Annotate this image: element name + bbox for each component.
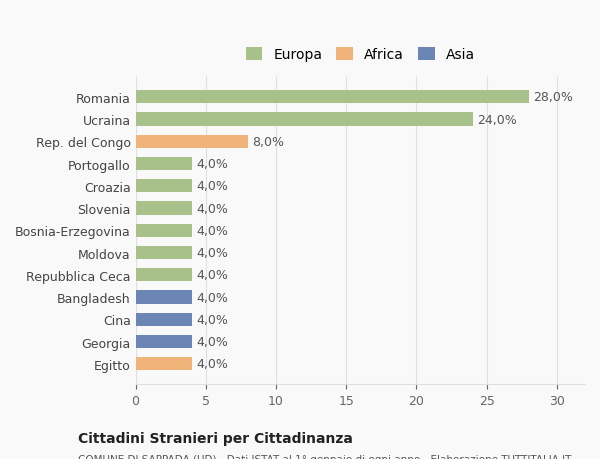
Text: 24,0%: 24,0% xyxy=(477,113,517,126)
Bar xyxy=(136,202,192,215)
Bar xyxy=(136,113,473,126)
Bar xyxy=(136,157,192,171)
Text: 4,0%: 4,0% xyxy=(196,291,228,304)
Text: COMUNE DI SAPPADA (UD) - Dati ISTAT al 1° gennaio di ogni anno - Elaborazione TU: COMUNE DI SAPPADA (UD) - Dati ISTAT al 1… xyxy=(78,453,571,459)
Text: 4,0%: 4,0% xyxy=(196,180,228,193)
Bar xyxy=(136,135,248,149)
Text: 28,0%: 28,0% xyxy=(533,91,573,104)
Bar xyxy=(136,313,192,326)
Text: 4,0%: 4,0% xyxy=(196,336,228,348)
Text: 4,0%: 4,0% xyxy=(196,269,228,282)
Text: 4,0%: 4,0% xyxy=(196,158,228,171)
Bar xyxy=(136,91,529,104)
Text: 4,0%: 4,0% xyxy=(196,313,228,326)
Text: 8,0%: 8,0% xyxy=(252,135,284,148)
Bar xyxy=(136,335,192,348)
Bar xyxy=(136,180,192,193)
Text: 4,0%: 4,0% xyxy=(196,358,228,370)
Bar xyxy=(136,358,192,371)
Text: 4,0%: 4,0% xyxy=(196,246,228,259)
Bar xyxy=(136,291,192,304)
Legend: Europa, Africa, Asia: Europa, Africa, Asia xyxy=(242,44,479,66)
Text: Cittadini Stranieri per Cittadinanza: Cittadini Stranieri per Cittadinanza xyxy=(78,431,353,445)
Bar xyxy=(136,269,192,282)
Text: 4,0%: 4,0% xyxy=(196,224,228,237)
Bar xyxy=(136,224,192,237)
Text: 4,0%: 4,0% xyxy=(196,202,228,215)
Bar xyxy=(136,246,192,260)
